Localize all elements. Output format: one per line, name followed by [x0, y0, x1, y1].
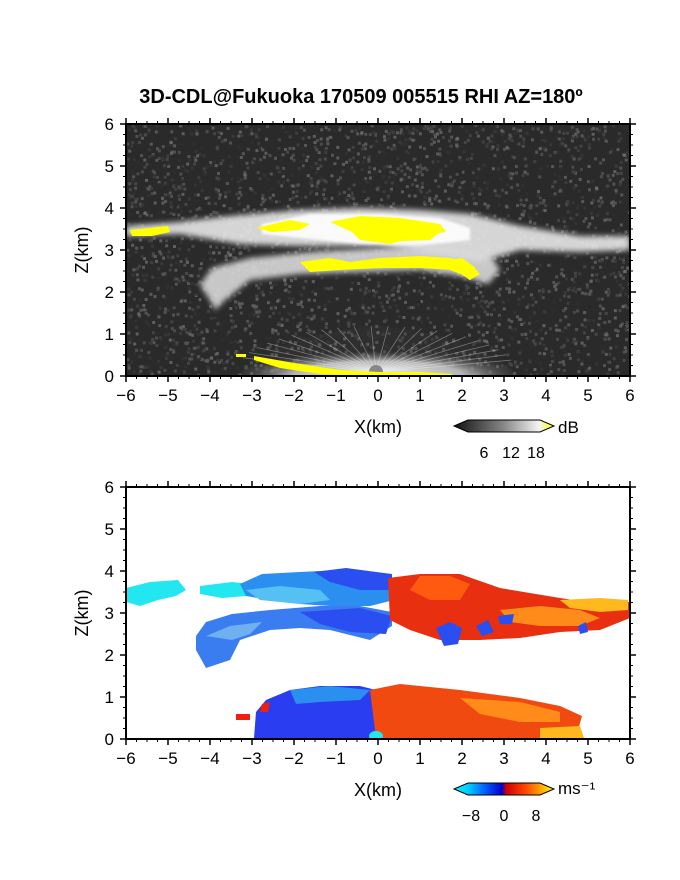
near-ground-echo	[236, 326, 520, 376]
page-title: 3D-CDL@Fukuoka 170509 005515 RHI AZ=180º	[139, 86, 583, 108]
x-tick-label: 1	[415, 749, 424, 768]
x-axis-label: X(km)	[354, 417, 402, 437]
velocity-field	[126, 568, 630, 739]
y-axis-label: Z(km)	[72, 227, 92, 274]
x-tick-label: 0	[373, 749, 382, 768]
colorbar-tick-minus8: −8	[462, 808, 480, 825]
reflectivity-axes: −6 −5 −4 −3 −2 −1 0 1 2 3 4 5 6 0 1 2 3 4 5 6 X(km) Z(km)	[72, 115, 636, 437]
y-tick-label: 3	[105, 241, 114, 260]
noise-texture	[126, 124, 630, 376]
x-tick-label: −2	[284, 749, 303, 768]
x-tick-label: −3	[242, 386, 261, 405]
x-tick-label: 0	[373, 386, 382, 405]
x-tick-label: −3	[242, 749, 261, 768]
colorbar-tick-0: 0	[500, 808, 509, 825]
velocity-region-west-edge	[126, 580, 186, 606]
colorbar-tick-12: 12	[502, 445, 520, 462]
x-tick-label: −5	[158, 749, 177, 768]
y-tick-label: 4	[105, 562, 114, 581]
velocity-axes: −6 −5 −4 −3 −2 −1 0 1 2 3 4 5 6 0 1 2 3 4 5 6 X(km) Z(km)	[72, 478, 636, 800]
y-tick-label: 2	[105, 283, 114, 302]
colorbar-tick-8: 8	[532, 808, 541, 825]
x-tick-label: 2	[457, 749, 466, 768]
y-tick-label: 1	[105, 688, 114, 707]
x-tick-label: −6	[116, 749, 135, 768]
y-tick-label: 6	[105, 115, 114, 134]
colorbar-unit-db: dB	[558, 418, 579, 437]
x-tick-label: 2	[457, 386, 466, 405]
radar-site-velocity	[369, 731, 383, 739]
x-tick-label: −4	[200, 749, 219, 768]
velocity-panel: −6 −5 −4 −3 −2 −1 0 1 2 3 4 5 6 0 1 2 3 4 5 6 X(km) Z(km) ms⁻…	[72, 478, 636, 825]
x-tick-label: 3	[499, 749, 508, 768]
x-axis-label: X(km)	[354, 780, 402, 800]
colorbar-tick-18: 18	[527, 445, 545, 462]
x-tick-label: 1	[415, 386, 424, 405]
y-tick-label: 5	[105, 157, 114, 176]
x-tick-label: 4	[541, 749, 550, 768]
colorbar-unit-ms: ms⁻¹	[558, 779, 596, 798]
x-tick-label: −2	[284, 386, 303, 405]
x-tick-label: −6	[116, 386, 135, 405]
x-tick-label: 5	[583, 386, 592, 405]
near-ground-rays	[242, 325, 512, 373]
velocity-region-near-ground-east	[370, 684, 582, 738]
saturated-echo	[130, 216, 480, 376]
y-tick-label: 0	[105, 730, 114, 749]
y-tick-label: 4	[105, 199, 114, 218]
x-tick-label: 6	[625, 749, 634, 768]
velocity-colorbar: ms⁻¹ −8 0 8	[452, 779, 596, 825]
y-tick-label: 1	[105, 325, 114, 344]
x-tick-label: −1	[326, 749, 345, 768]
x-tick-label: 6	[625, 386, 634, 405]
x-tick-label: −1	[326, 386, 345, 405]
reflectivity-colorbar: dB 6 12 18	[452, 418, 579, 462]
y-tick-label: 5	[105, 520, 114, 539]
x-tick-label: 5	[583, 749, 592, 768]
x-tick-label: −5	[158, 386, 177, 405]
y-axis-label: Z(km)	[72, 590, 92, 637]
y-tick-label: 3	[105, 604, 114, 623]
x-tick-label: −4	[200, 386, 219, 405]
y-tick-label: 6	[105, 478, 114, 497]
y-tick-label: 0	[105, 367, 114, 386]
x-tick-label: 4	[541, 386, 550, 405]
y-tick-label: 2	[105, 646, 114, 665]
colorbar-tick-6: 6	[480, 445, 489, 462]
x-tick-label: 3	[499, 386, 508, 405]
